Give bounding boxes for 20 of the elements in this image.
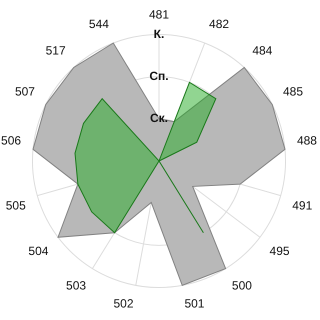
y-tick-label: Сп. <box>149 68 169 83</box>
spoke-label: 507 <box>14 84 36 98</box>
spoke-label: 500 <box>232 278 252 292</box>
spoke-label: 495 <box>270 244 290 258</box>
spoke-label: 502 <box>114 296 134 311</box>
spoke-label: 506 <box>1 133 22 148</box>
spoke-label: 504 <box>28 244 49 258</box>
spoke-label: 481 <box>148 8 170 22</box>
y-tick-label: К. <box>154 26 164 41</box>
spoke-label: 485 <box>283 84 304 98</box>
spoke-label: 501 <box>184 296 205 311</box>
spoke-label: 544 <box>88 16 110 31</box>
spoke-label: 503 <box>66 278 86 292</box>
spoke-label: 505 <box>6 198 26 212</box>
spoke-label: 488 <box>296 133 318 148</box>
spoke-label: 491 <box>292 198 313 212</box>
spoke-label: 482 <box>209 16 230 31</box>
spoke-label: 517 <box>46 44 66 58</box>
y-tick-label: Ск. <box>150 111 168 126</box>
spoke-label: 484 <box>252 44 273 58</box>
